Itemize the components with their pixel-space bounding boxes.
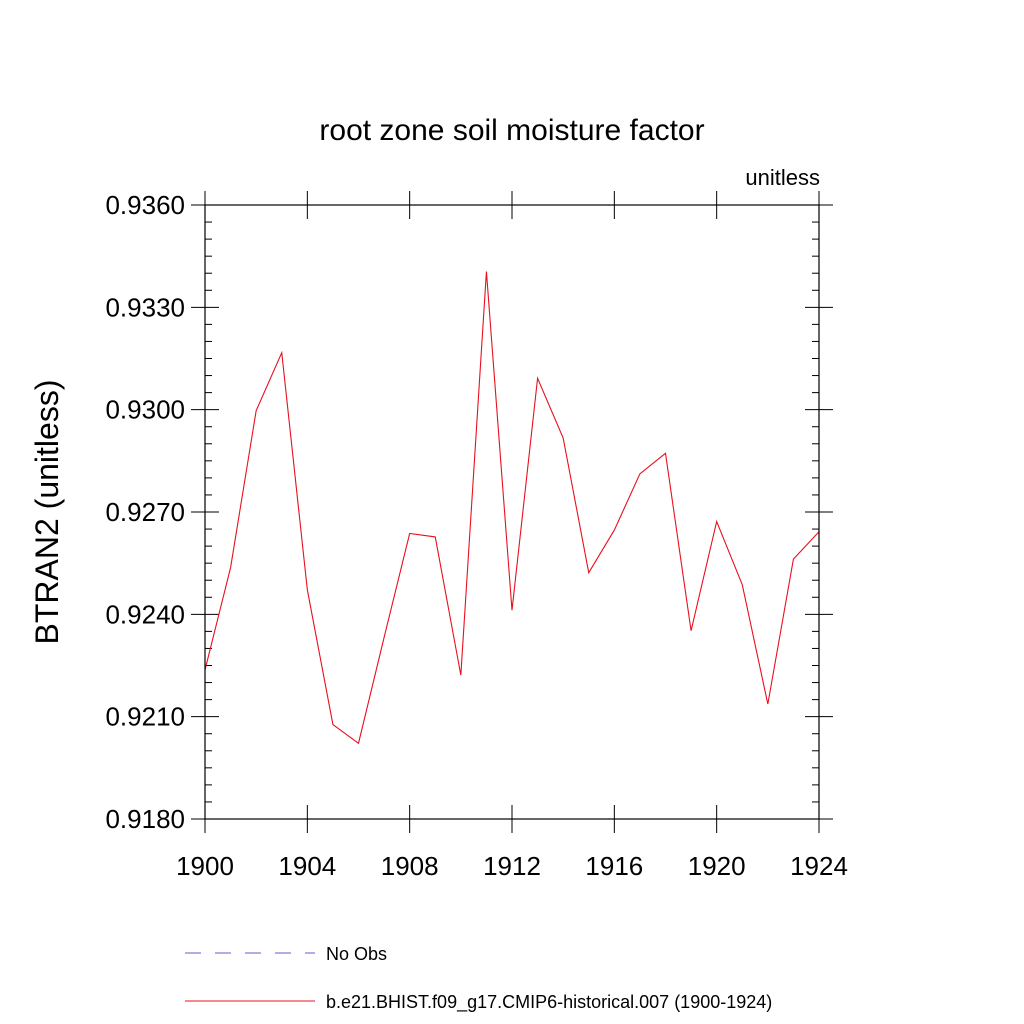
series-line-1 (204, 271, 820, 745)
y-tick-label: 0.9240 (105, 599, 185, 629)
units-label: unitless (745, 165, 820, 190)
x-tick-label: 1912 (483, 851, 541, 881)
data-lines (204, 271, 820, 745)
y-tick-label: 0.9180 (105, 804, 185, 834)
y-tick-label: 0.9270 (105, 497, 185, 527)
axis-tick-labels: 0.9180 0.9210 0.9240 0.9270 0.9300 0.9330 0.93… (105, 190, 847, 881)
legend-label-model-run: b.e21.BHIST.f09_g17.CMIP6-historical.007… (326, 992, 772, 1013)
x-tick-label: 1916 (585, 851, 643, 881)
axis-ticks (191, 191, 833, 833)
y-tick-label: 0.9210 (105, 702, 185, 732)
x-tick-label: 1908 (381, 851, 439, 881)
legend: No Obs b.e21.BHIST.f09_g17.CMIP6-histori… (185, 944, 772, 1013)
x-tick-label: 1904 (278, 851, 336, 881)
y-tick-label: 0.9330 (105, 292, 185, 322)
chart-title: root zone soil moisture factor (319, 114, 704, 147)
y-tick-label: 0.9360 (105, 190, 185, 220)
x-tick-label: 1920 (688, 851, 746, 881)
plot-frame (204, 204, 820, 820)
y-axis-label: BTRAN2 (unitless) (29, 380, 65, 645)
legend-label-no-obs: No Obs (326, 944, 387, 964)
y-tick-label: 0.9300 (105, 395, 185, 425)
x-tick-label: 1924 (790, 851, 848, 881)
x-tick-label: 1900 (176, 851, 234, 881)
